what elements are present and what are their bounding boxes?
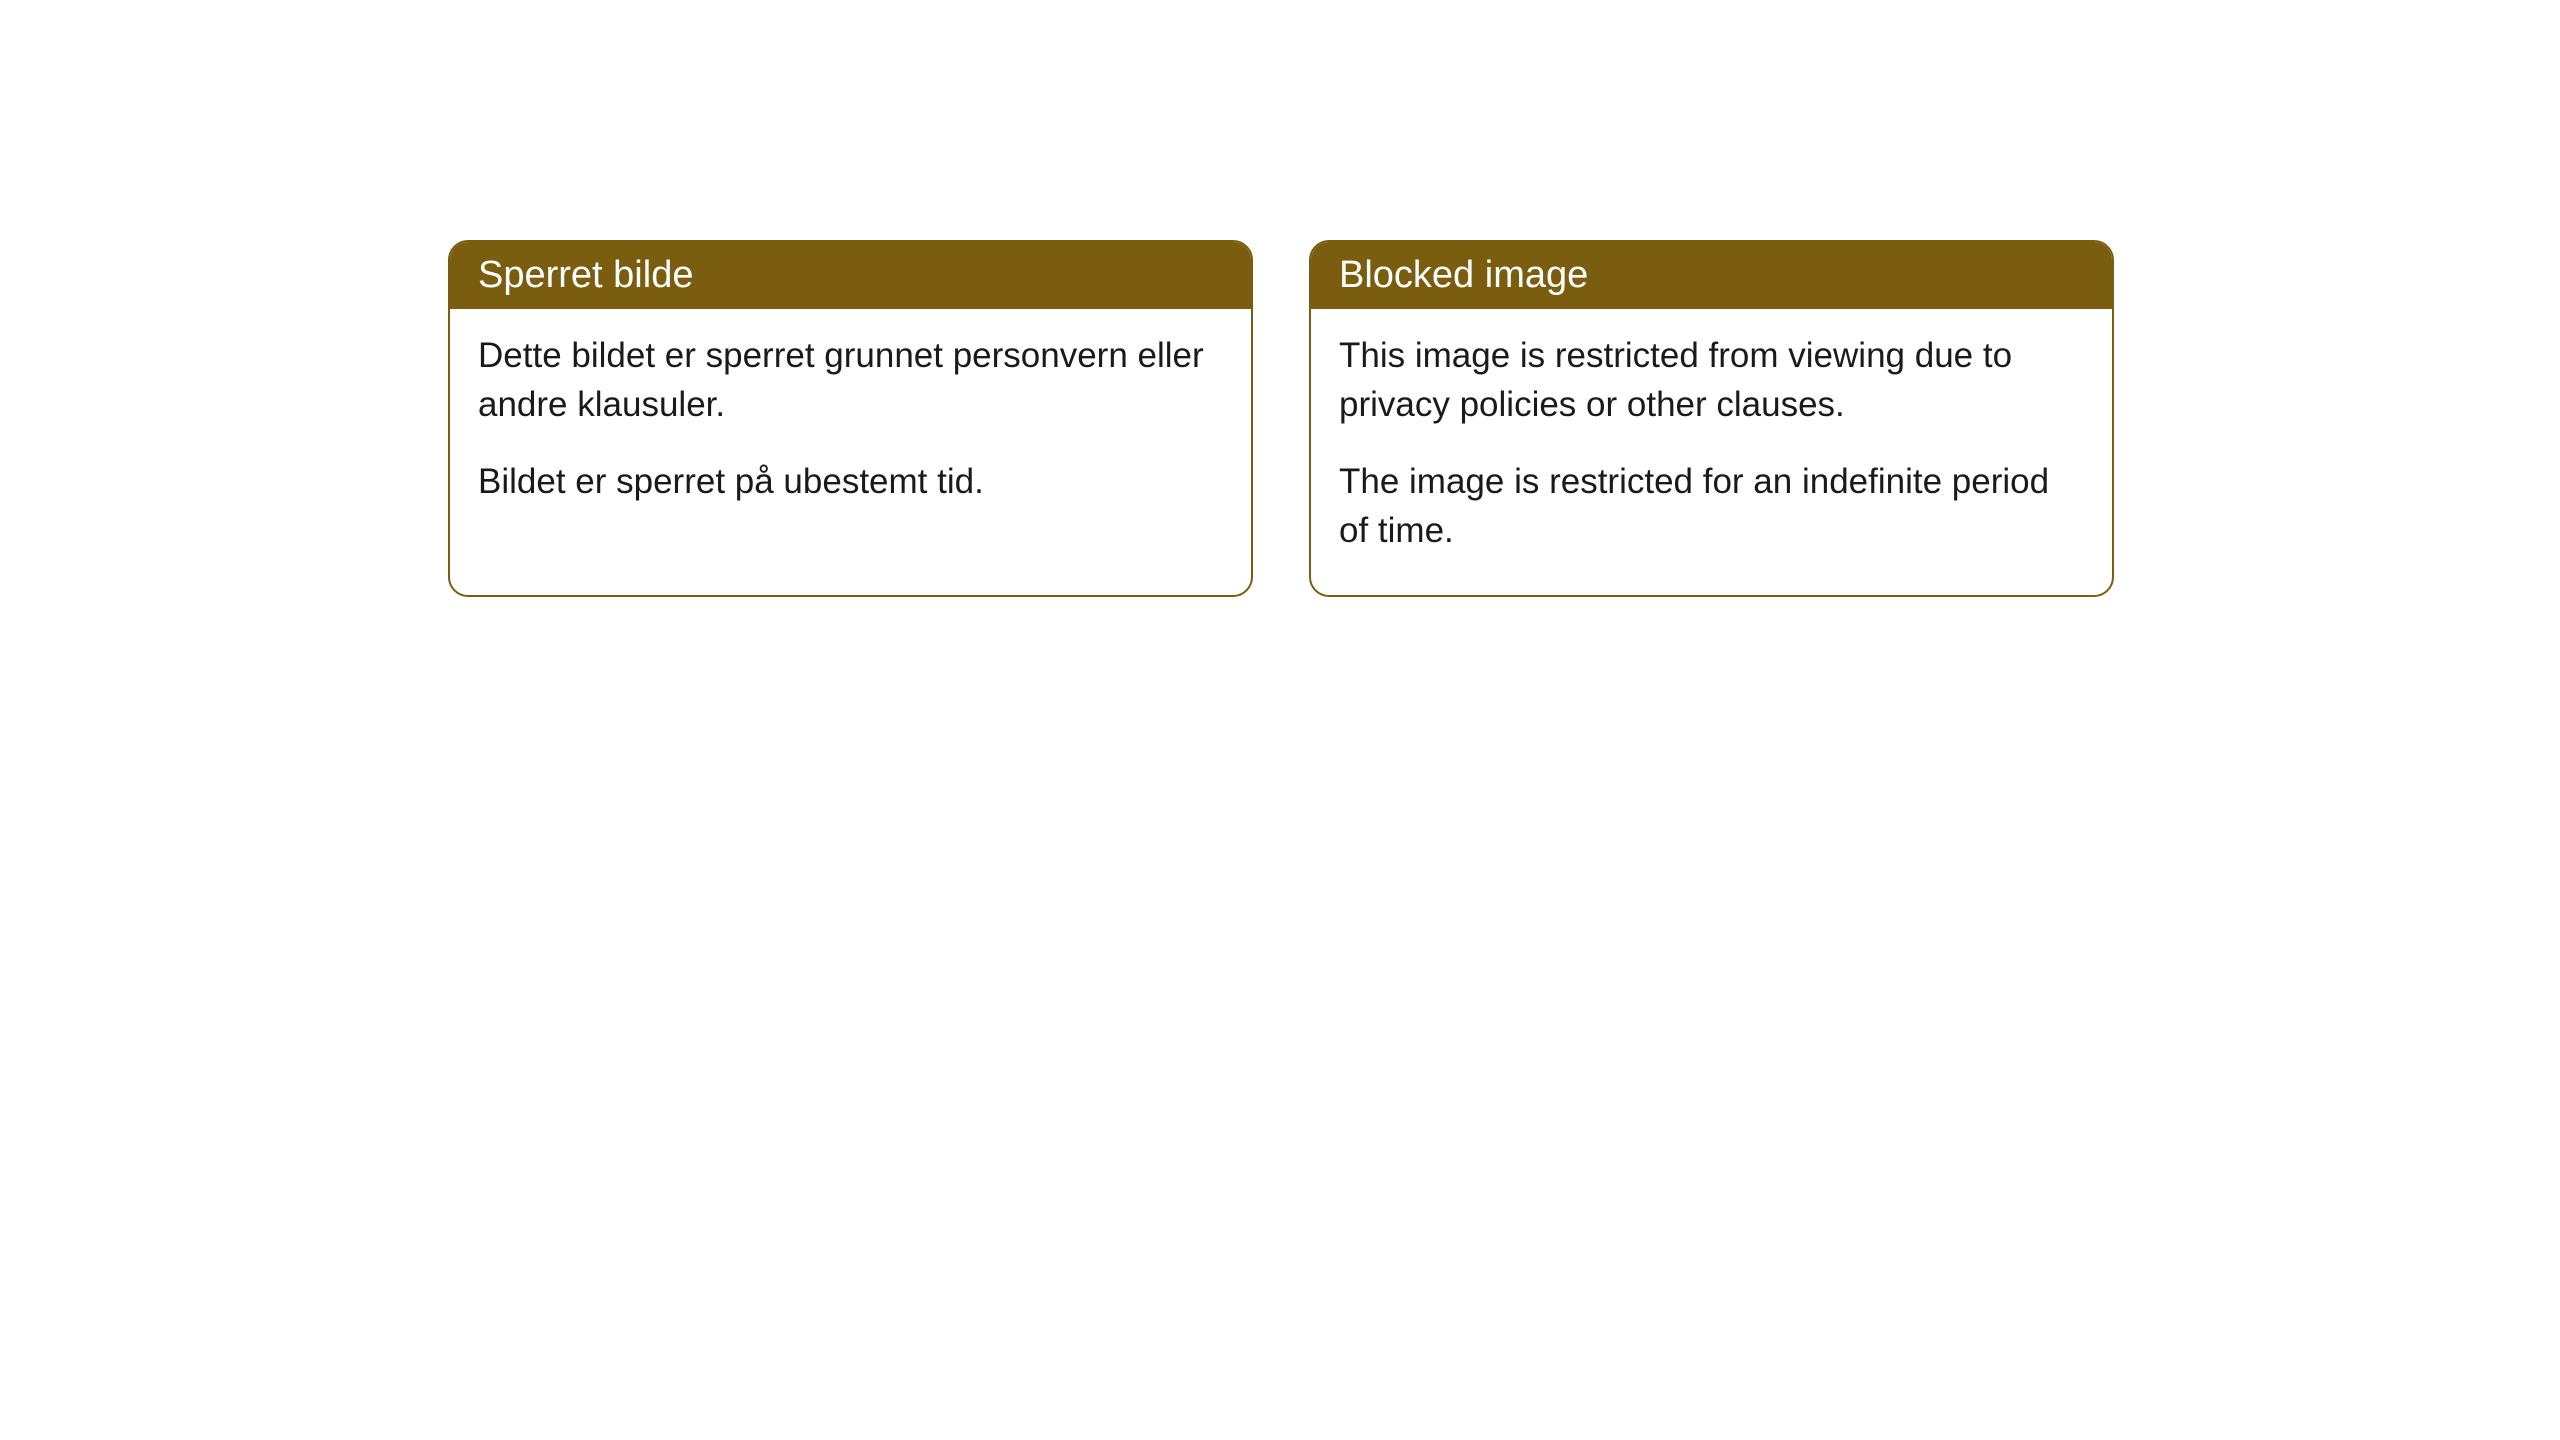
card-title-norwegian: Sperret bilde: [478, 254, 693, 296]
card-header-norwegian: Sperret bilde: [450, 242, 1251, 309]
blocked-image-card-english: Blocked image This image is restricted f…: [1309, 240, 2114, 597]
blocked-image-card-norwegian: Sperret bilde Dette bildet er sperret gr…: [448, 240, 1253, 597]
card-text-norwegian-1: Dette bildet er sperret grunnet personve…: [478, 331, 1223, 429]
card-text-english-2: The image is restricted for an indefinit…: [1339, 457, 2084, 555]
card-body-norwegian: Dette bildet er sperret grunnet personve…: [450, 309, 1251, 546]
card-body-english: This image is restricted from viewing du…: [1311, 309, 2112, 595]
card-text-norwegian-2: Bildet er sperret på ubestemt tid.: [478, 457, 1223, 506]
card-header-english: Blocked image: [1311, 242, 2112, 309]
card-text-english-1: This image is restricted from viewing du…: [1339, 331, 2084, 429]
cards-container: Sperret bilde Dette bildet er sperret gr…: [0, 0, 2560, 597]
card-title-english: Blocked image: [1339, 254, 1588, 296]
